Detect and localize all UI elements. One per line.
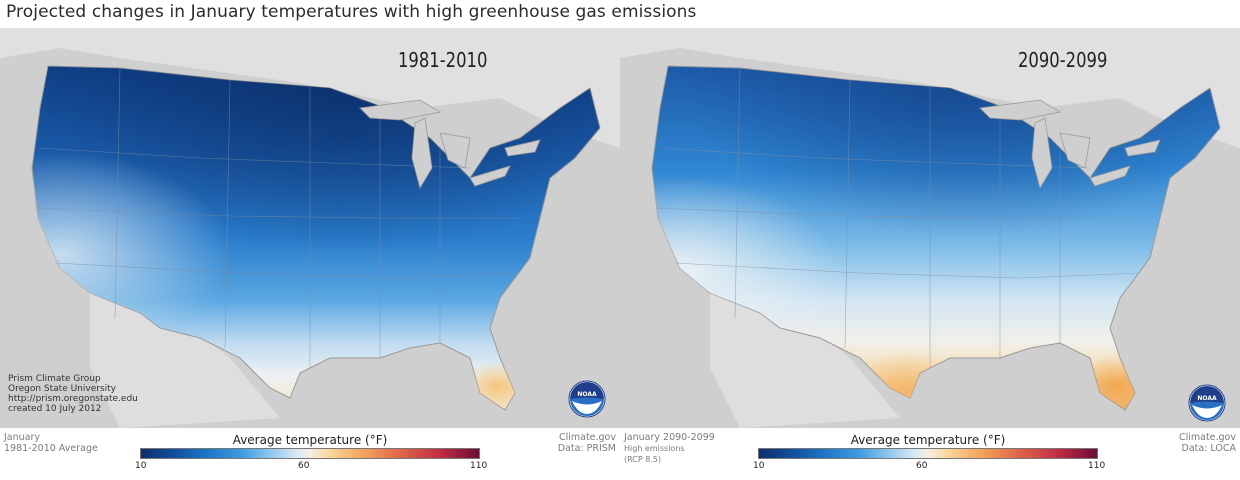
temperature-legend: Average temperature (°F) 10 60 110 bbox=[753, 432, 1105, 473]
legend-color-bar bbox=[140, 448, 480, 459]
map-panel-1981-2010: 1981-2010 Prism Climate Group Oregon Sta… bbox=[0, 28, 620, 480]
footer-right: Climate.gov Data: PRISM bbox=[558, 432, 616, 454]
temperature-legend: Average temperature (°F) 10 60 110 bbox=[135, 432, 487, 473]
footer-source: Climate.gov bbox=[1178, 432, 1236, 443]
footer-left: January 2090-2099 High emissions (RCP 8.… bbox=[624, 432, 715, 465]
footer-period: 1981-2010 Average bbox=[4, 443, 98, 454]
credit-line: created 10 July 2012 bbox=[8, 404, 102, 414]
page-title: Projected changes in January temperature… bbox=[6, 2, 697, 22]
legend-title: Average temperature (°F) bbox=[850, 433, 1006, 447]
footer-left: January 1981-2010 Average bbox=[4, 432, 98, 454]
mexico-land bbox=[710, 288, 900, 428]
us-temperature-map-projected bbox=[620, 28, 1240, 428]
legend-tick: 110 bbox=[1088, 461, 1106, 471]
canada-land bbox=[0, 28, 620, 148]
noaa-logo-icon: NOAA bbox=[1188, 384, 1226, 422]
noaa-logo-text: NOAA bbox=[577, 391, 597, 398]
legend-tick: 10 bbox=[135, 461, 147, 471]
legend-tick: 10 bbox=[753, 461, 765, 471]
legend-color-bar bbox=[758, 448, 1098, 459]
footer-source: Climate.gov bbox=[558, 432, 616, 443]
noaa-logo-text: NOAA bbox=[1197, 395, 1217, 402]
state-borders bbox=[655, 67, 1141, 368]
credit-line: http://prism.oregonstate.edu bbox=[8, 394, 138, 404]
legend-tick: 60 bbox=[916, 461, 928, 471]
legend-tick: 110 bbox=[470, 461, 488, 471]
period-label: 1981-2010 bbox=[398, 48, 488, 72]
map-panel-2090-2099: 2090-2099 NOAA January 2090-2099 High em… bbox=[620, 28, 1240, 480]
period-label: 2090-2099 bbox=[1018, 48, 1108, 72]
state-borders bbox=[35, 67, 521, 368]
credits-block: Prism Climate Group Oregon State Univers… bbox=[8, 374, 138, 414]
footer-month: January 2090-2099 bbox=[624, 432, 715, 443]
credit-line: Prism Climate Group bbox=[8, 374, 101, 384]
footer-scenario: High emissions bbox=[624, 444, 685, 453]
noaa-logo-icon: NOAA bbox=[568, 380, 606, 418]
us-temperature-map-historical bbox=[0, 28, 620, 428]
credit-line: Oregon State University bbox=[8, 384, 116, 394]
legend-tick: 60 bbox=[298, 461, 310, 471]
canada-land bbox=[620, 28, 1240, 148]
great-lakes bbox=[979, 99, 1161, 190]
legend-ticks: 10 60 110 bbox=[135, 459, 487, 473]
footer-month: January bbox=[4, 432, 41, 443]
great-lakes bbox=[359, 99, 541, 190]
legend-title: Average temperature (°F) bbox=[232, 433, 388, 447]
footer-rcp: (RCP 8.5) bbox=[624, 455, 662, 464]
legend-ticks: 10 60 110 bbox=[753, 459, 1105, 473]
mexico-land bbox=[90, 288, 280, 428]
footer-right: Climate.gov Data: LOCA bbox=[1179, 432, 1236, 454]
footer-data: Data: LOCA bbox=[1181, 443, 1236, 454]
footer-data: Data: PRISM bbox=[557, 443, 616, 454]
